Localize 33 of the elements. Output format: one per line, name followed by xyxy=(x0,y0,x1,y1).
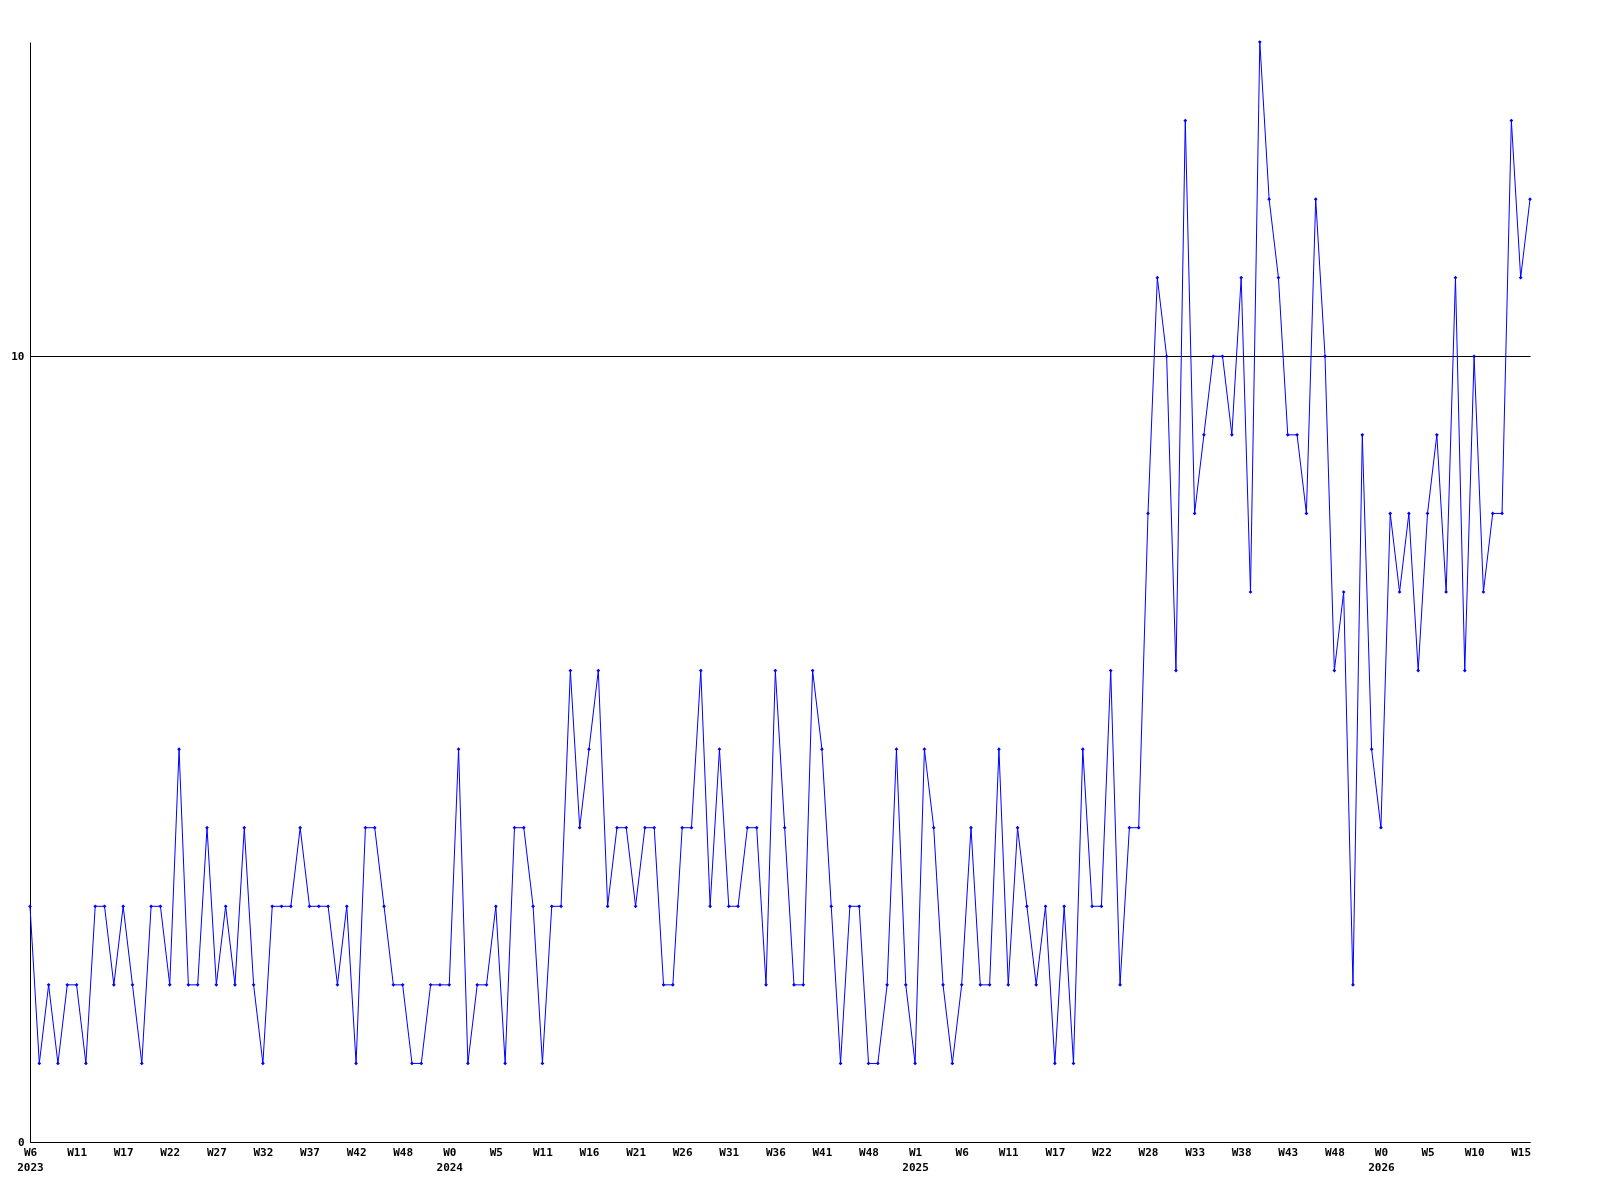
x-tick-label: W11 xyxy=(998,1145,1020,1159)
x-tick-label: W15 xyxy=(1511,1145,1532,1159)
x-tick-label: W10 xyxy=(1464,1145,1485,1159)
x-tick-label: W22 xyxy=(1091,1145,1112,1159)
y-tick-label: 10 xyxy=(11,349,25,363)
x-tick-label: W21 xyxy=(626,1145,647,1159)
x-tick-label: W5 xyxy=(1421,1145,1435,1159)
x-tick-label: W17 xyxy=(1045,1145,1066,1159)
x-tick-label: W42 xyxy=(346,1145,367,1159)
x-tick-label: W48 xyxy=(393,1145,414,1159)
x-tick-label: W31 xyxy=(719,1145,740,1159)
x-tick-label: W38 xyxy=(1231,1145,1252,1159)
x-tick-label: W48 xyxy=(859,1145,879,1159)
x-tick-label: W43 xyxy=(1278,1145,1299,1159)
x-tick-label: W11 xyxy=(532,1145,554,1159)
x-tick-label: W6 xyxy=(955,1145,970,1159)
x-tick-label: W22 xyxy=(160,1145,181,1159)
x-tick-label: W5 xyxy=(489,1145,503,1159)
x-tick-label: W28 xyxy=(1138,1145,1159,1159)
x-tick-label: W37 xyxy=(300,1145,320,1159)
x-tick-label: W27 xyxy=(206,1145,227,1159)
x-tick-label: W11 xyxy=(67,1145,88,1159)
x-tick-label: W48 xyxy=(1324,1145,1345,1159)
x-tick-label: W26 xyxy=(672,1145,693,1159)
x-tick-label: W32 xyxy=(253,1145,274,1159)
x-tick-label: W16 xyxy=(579,1145,600,1159)
x-tick-label: W41 xyxy=(812,1145,833,1159)
x-tick-label: W0 2024 xyxy=(436,1145,464,1174)
x-tick-label: W17 xyxy=(113,1145,134,1159)
x-tick-label: W1 2025 xyxy=(902,1145,929,1174)
x-tick-label: W0 2026 xyxy=(1368,1145,1396,1174)
x-tick-label: W33 xyxy=(1185,1145,1206,1159)
x-tick-label: W36 xyxy=(765,1145,787,1159)
